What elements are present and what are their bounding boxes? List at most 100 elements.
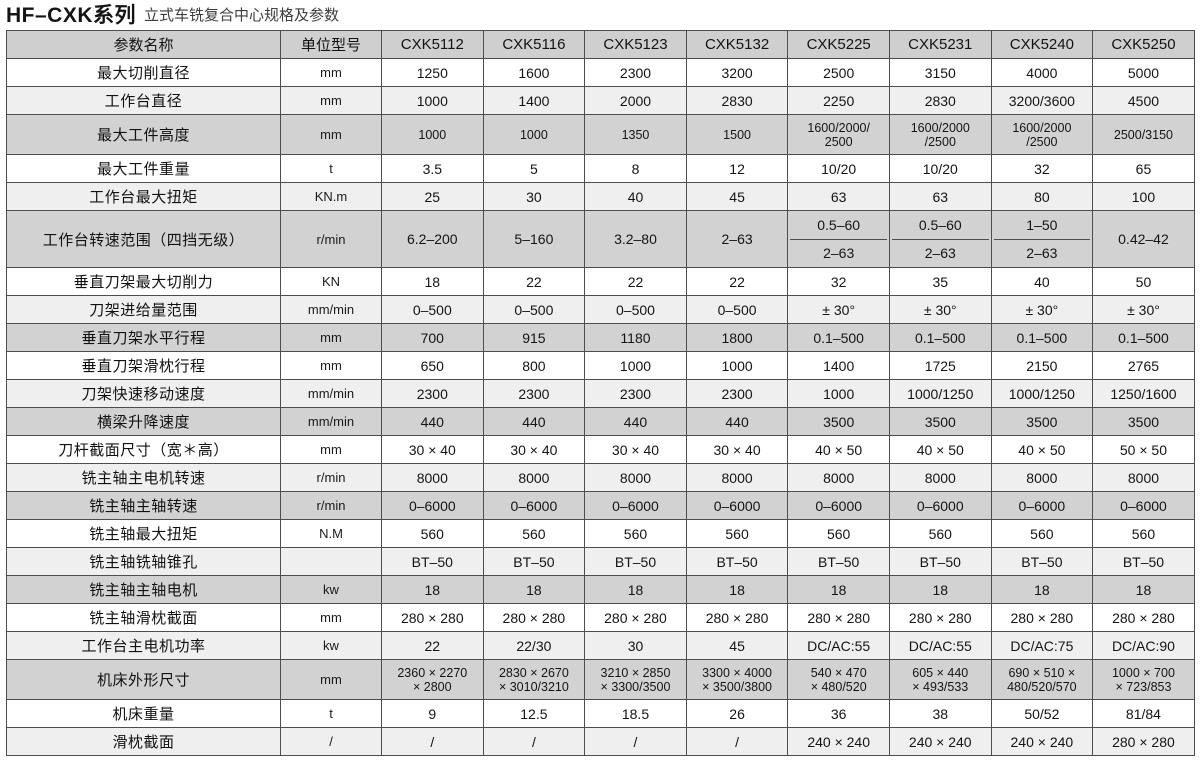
row-value-cell: 0–6000 <box>888 491 992 520</box>
row-value-cell: 32 <box>787 267 890 296</box>
row-value-cell: 800 <box>482 351 586 380</box>
row-value-cell: 2830 × 2670 × 3010/3210 <box>482 659 586 700</box>
row-unit: kw <box>280 575 382 604</box>
row-value-cell: 2300 <box>584 58 687 87</box>
row-value-cell: 0.5–60 2–63 <box>888 210 992 268</box>
table-row: 铣主轴主轴电机 kw 18 18 18 18 18 18 18 18 <box>6 575 1195 604</box>
table-row: 最大工件重量 t 3.5 5 8 12 10/20 10/20 32 65 <box>6 154 1195 183</box>
multiline-value: 690 × 510 × 480/520/570 <box>994 666 1091 694</box>
row-value-cell: 280 × 280 <box>685 603 789 632</box>
row-value-cell: 0–6000 <box>787 491 890 520</box>
row-value-cell: 2500 <box>787 58 890 87</box>
table-row: 横梁升降速度 mm/min 440 440 440 440 3500 3500 3500 3500 <box>6 407 1195 436</box>
row-unit: KN.m <box>280 182 382 211</box>
column-header-param-name: 参数名称 <box>6 30 281 59</box>
row-value-cell: 0.1–500 <box>888 323 992 352</box>
row-value-cell: 8000 <box>482 463 586 492</box>
specifications-table: 参数名称 单位型号 CXK5112 CXK5116 CXK5123 CXK5132 CXK5… <box>6 30 1195 756</box>
table-row: 刀杆截面尺寸（宽＊高） mm 30 × 40 30 × 40 30 × 40 30 × 4… <box>6 435 1195 464</box>
value-line: 2500 <box>824 134 853 149</box>
row-unit: mm <box>280 58 382 87</box>
row-value-cell: 0.1–500 <box>1092 323 1195 352</box>
table-row: 刀架快速移动速度 mm/min 2300 2300 2300 2300 1000 1000/1… <box>6 379 1195 408</box>
row-unit: mm <box>280 603 382 632</box>
row-value-cell: 1400 <box>787 351 890 380</box>
column-header-model: CXK5123 <box>584 30 687 59</box>
table-row: 垂直刀架滑枕行程 mm 650 800 1000 1000 1400 1725 2150 2765 <box>6 351 1195 380</box>
row-value-cell: 3500 <box>1092 407 1195 436</box>
row-value-cell: DC/AC:55 <box>888 631 992 660</box>
row-value-cell: 0–500 <box>482 295 586 324</box>
row-parameter-name: 铣主轴主电机转速 <box>6 463 281 492</box>
row-value-cell: 30 × 40 <box>584 435 687 464</box>
row-value-cell: 2250 <box>787 86 890 115</box>
row-value-cell: 4000 <box>990 58 1094 87</box>
row-value-cell: 280 × 280 <box>482 603 586 632</box>
table-row: 垂直刀架最大切削力 KN 18 22 22 22 32 35 40 50 <box>6 267 1195 296</box>
row-unit: t <box>280 699 382 728</box>
table-row: 铣主轴滑枕截面 mm 280 × 280 280 × 280 280 × 280 280 … <box>6 603 1195 632</box>
row-parameter-name: 机床外形尺寸 <box>6 659 281 700</box>
row-value-cell: 50 × 50 <box>1092 435 1195 464</box>
value-line: 605 × 440 <box>912 665 969 680</box>
table-row: 铣主轴主电机转速 r/min 8000 8000 8000 8000 8000 8000 800… <box>6 463 1195 492</box>
row-unit: t <box>280 154 382 183</box>
row-value-cell: 1000 <box>381 114 484 155</box>
row-value-cell: 4500 <box>1092 86 1195 115</box>
value-line: × 3010/3210 <box>498 679 569 694</box>
speed-range-upper: 0.5–60 <box>891 212 989 240</box>
row-unit: r/min <box>280 491 382 520</box>
row-value-cell: 440 <box>685 407 789 436</box>
column-header-model: CXK5250 <box>1092 30 1195 59</box>
row-parameter-name: 滑枕截面 <box>6 727 281 756</box>
row-parameter-name: 铣主轴主轴电机 <box>6 575 281 604</box>
row-value-cell: 1350 <box>584 114 687 155</box>
speed-range-upper: 0.5–60 <box>790 212 887 240</box>
row-value-cell: 18 <box>787 575 890 604</box>
row-value-cell: 22 <box>685 267 789 296</box>
row-value-cell: 3300 × 4000 × 3500/3800 <box>685 659 789 700</box>
column-header-unit-model: 单位型号 <box>280 30 382 59</box>
row-value-cell: 8000 <box>584 463 687 492</box>
row-value-cell: 2300 <box>685 379 789 408</box>
row-unit <box>280 547 382 576</box>
row-parameter-name: 刀架进给量范围 <box>6 295 281 324</box>
row-value-cell: 1000/1250 <box>990 379 1094 408</box>
table-row: 最大切削直径 mm 1250 1600 2300 3200 2500 3150 4000 5000 <box>6 58 1195 87</box>
row-value-cell: 560 <box>1092 519 1195 548</box>
row-value-cell: 0–6000 <box>1092 491 1195 520</box>
row-unit: mm <box>280 435 382 464</box>
table-row: 铣主轴最大扭矩 N.M 560 560 560 560 560 560 560 560 <box>6 519 1195 548</box>
table-row: 工作台主电机功率 kw 22 22/30 30 45 DC/AC:55 DC/AC:55 DC/… <box>6 631 1195 660</box>
row-unit: mm <box>280 86 382 115</box>
row-value-cell: 1250 <box>381 58 484 87</box>
row-unit: mm <box>280 659 382 700</box>
row-value-cell: 22 <box>381 631 484 660</box>
row-value-cell: 40 × 50 <box>888 435 992 464</box>
row-unit: N.M <box>280 519 382 548</box>
row-value-cell: 63 <box>888 182 992 211</box>
row-value-cell: / <box>381 727 484 756</box>
row-value-cell: 560 <box>787 519 890 548</box>
row-parameter-name: 垂直刀架滑枕行程 <box>6 351 281 380</box>
row-value-cell: 25 <box>381 182 484 211</box>
row-value-cell: 1500 <box>685 114 789 155</box>
column-header-model: CXK5112 <box>381 30 484 59</box>
row-value-cell: 560 <box>685 519 789 548</box>
row-value-cell: 8000 <box>685 463 789 492</box>
row-value-cell: 5–160 <box>482 210 586 268</box>
row-value-cell: BT–50 <box>787 547 890 576</box>
value-line: × 480/520 <box>810 679 867 694</box>
value-line: 1600/2000 <box>1012 120 1072 135</box>
row-value-cell: 0–6000 <box>685 491 789 520</box>
row-value-cell: 280 × 280 <box>787 603 890 632</box>
value-line: 690 × 510 × <box>1008 665 1076 680</box>
value-line: /2500 <box>1026 134 1058 149</box>
row-value-cell: 18 <box>482 575 586 604</box>
row-value-cell: ± 30° <box>787 295 890 324</box>
row-value-cell: 240 × 240 <box>888 727 992 756</box>
row-unit: / <box>280 727 382 756</box>
table-row: 机床重量 t 9 12.5 18.5 26 36 38 50/52 81/84 <box>6 699 1195 728</box>
row-value-cell: 2150 <box>990 351 1094 380</box>
multiline-value: 1600/2000/2500 <box>994 121 1091 149</box>
